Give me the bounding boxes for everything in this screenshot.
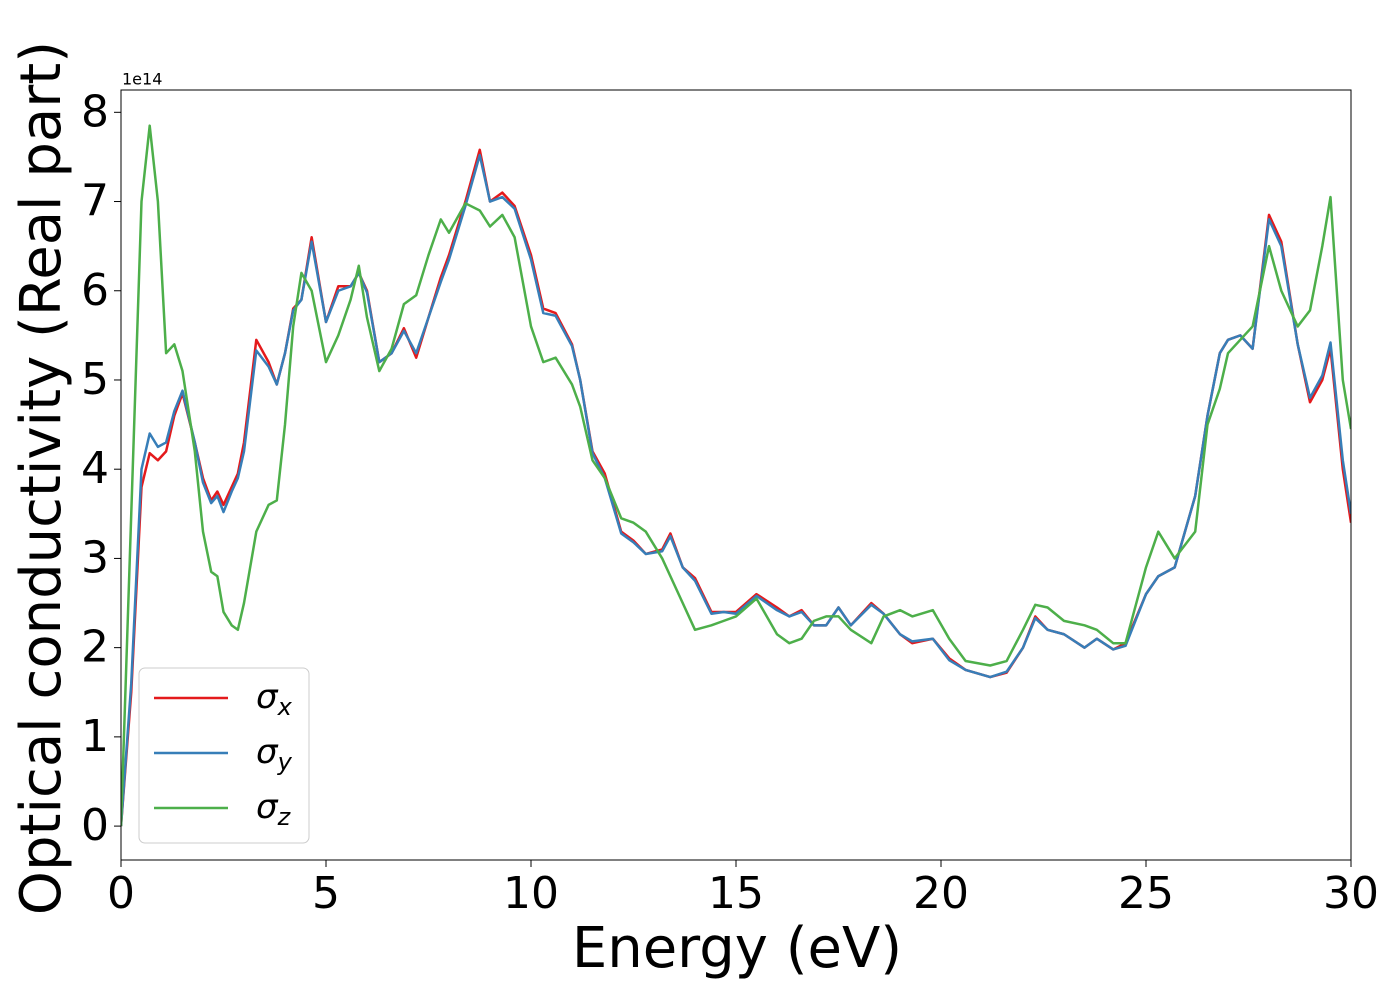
legend-box [138, 667, 310, 844]
y-tick-label: 0 [81, 800, 109, 851]
x-tick-label: 0 [107, 868, 135, 919]
x-tick-label: 15 [708, 868, 764, 919]
y-tick-label: 3 [81, 532, 109, 583]
y-tick-label: 5 [81, 354, 109, 405]
x-tick-label: 30 [1323, 868, 1379, 919]
series-line [121, 153, 1351, 827]
y-tick-label: 4 [81, 443, 109, 494]
legend-label: σy [256, 732, 293, 777]
x-tick-label: 20 [913, 868, 969, 919]
x-axis-label: Energy (eV) [572, 916, 902, 981]
plot-frame [120, 89, 1352, 861]
y-offset-label: 1e14 [122, 70, 162, 89]
legend-label: σx [256, 677, 293, 722]
series-line [121, 124, 1351, 827]
x-tick-label: 10 [503, 868, 559, 919]
y-tick-label: 7 [81, 176, 109, 227]
y-axis-label: Optical conductivity (Real part) [9, 41, 74, 915]
legend-label: σz [256, 787, 292, 832]
legend: σx σy σz [138, 667, 310, 844]
x-tick-label: 5 [312, 868, 340, 919]
y-tick-label: 1 [81, 711, 109, 762]
x-tick-label: 25 [1118, 868, 1174, 919]
y-tick-label: 2 [81, 622, 109, 673]
y-tick-label: 6 [81, 265, 109, 316]
y-tick-label: 8 [81, 86, 109, 137]
